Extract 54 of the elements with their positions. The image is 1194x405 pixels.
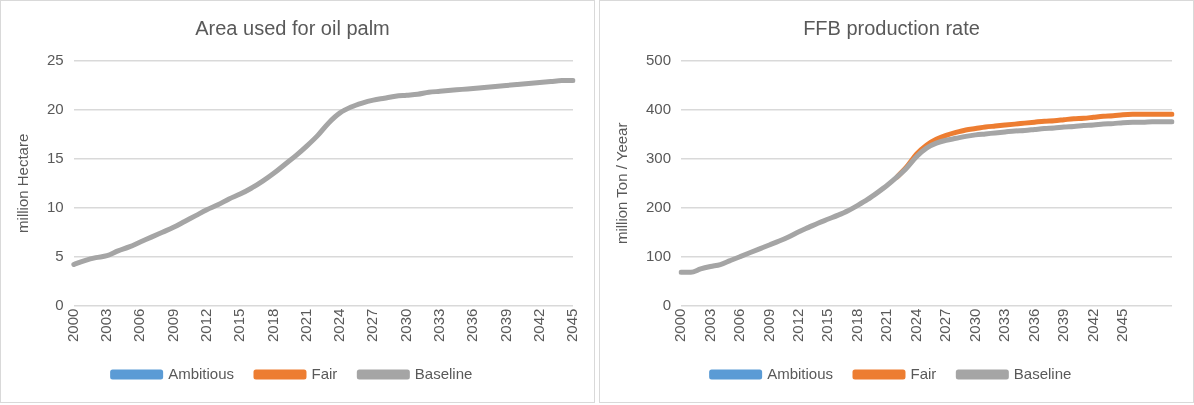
x-tick-label: 2024 bbox=[906, 308, 924, 343]
x-tick-label: 2045 bbox=[1113, 308, 1131, 343]
y-axis-title: million Ton / Yeear bbox=[613, 122, 631, 245]
x-tick-label: 2036 bbox=[463, 308, 481, 343]
x-tick-label: 2042 bbox=[1083, 308, 1101, 343]
y-tick-label: 25 bbox=[47, 51, 64, 69]
y-tick-label: 0 bbox=[662, 295, 672, 313]
x-tick-label: 2045 bbox=[563, 308, 581, 343]
y-tick-label: 500 bbox=[646, 51, 672, 69]
x-tick-label: 2003 bbox=[97, 308, 115, 343]
x-tick-label: 2003 bbox=[700, 308, 718, 343]
y-tick-label: 400 bbox=[646, 100, 672, 118]
y-tick-label: 20 bbox=[47, 100, 64, 118]
x-tick-label: 2030 bbox=[965, 308, 983, 343]
y-tick-label: 10 bbox=[47, 197, 64, 215]
legend-label: Fair bbox=[910, 364, 937, 382]
x-tick-label: 2009 bbox=[759, 308, 777, 343]
x-tick-label: 2039 bbox=[496, 308, 514, 343]
x-tick-label: 2042 bbox=[529, 308, 547, 343]
y-axis-title: million Hectare bbox=[14, 133, 32, 233]
legend-label: Baseline bbox=[414, 364, 473, 382]
x-tick-label: 2027 bbox=[363, 308, 381, 343]
chart-title: Area used for oil palm bbox=[195, 16, 390, 39]
x-tick-label: 2000 bbox=[63, 308, 81, 343]
legend-label: Ambitious bbox=[767, 364, 833, 382]
y-tick-label: 0 bbox=[55, 295, 64, 313]
x-tick-label: 2012 bbox=[196, 308, 214, 343]
legend-label: Baseline bbox=[1013, 364, 1072, 382]
y-tick-label: 15 bbox=[47, 148, 64, 166]
chart-title: FFB production rate bbox=[803, 16, 980, 39]
x-tick-label: 2015 bbox=[230, 308, 248, 343]
x-tick-label: 2021 bbox=[877, 308, 895, 343]
x-tick-label: 2030 bbox=[396, 308, 414, 343]
x-tick-label: 2018 bbox=[263, 308, 281, 343]
x-tick-label: 2009 bbox=[163, 308, 181, 343]
x-tick-label: 2006 bbox=[130, 308, 148, 343]
x-tick-label: 2021 bbox=[296, 308, 314, 343]
legend-label: Ambitious bbox=[168, 364, 234, 382]
x-tick-label: 2033 bbox=[429, 308, 447, 343]
y-tick-label: 100 bbox=[646, 246, 672, 264]
x-tick-label: 2012 bbox=[789, 308, 806, 343]
x-tick-label: 2018 bbox=[847, 308, 865, 343]
x-tick-label: 2033 bbox=[995, 308, 1013, 343]
x-tick-label: 2036 bbox=[1024, 308, 1042, 343]
y-tick-label: 5 bbox=[55, 246, 64, 264]
x-tick-label: 2015 bbox=[818, 308, 836, 343]
x-tick-label: 2024 bbox=[330, 308, 348, 343]
x-tick-label: 2039 bbox=[1054, 308, 1072, 343]
x-tick-label: 2000 bbox=[671, 308, 689, 343]
legend-label: Fair bbox=[311, 364, 338, 382]
x-tick-label: 2006 bbox=[730, 308, 748, 343]
y-tick-label: 300 bbox=[646, 148, 672, 166]
x-tick-label: 2027 bbox=[936, 308, 954, 343]
y-tick-label: 200 bbox=[646, 197, 672, 215]
